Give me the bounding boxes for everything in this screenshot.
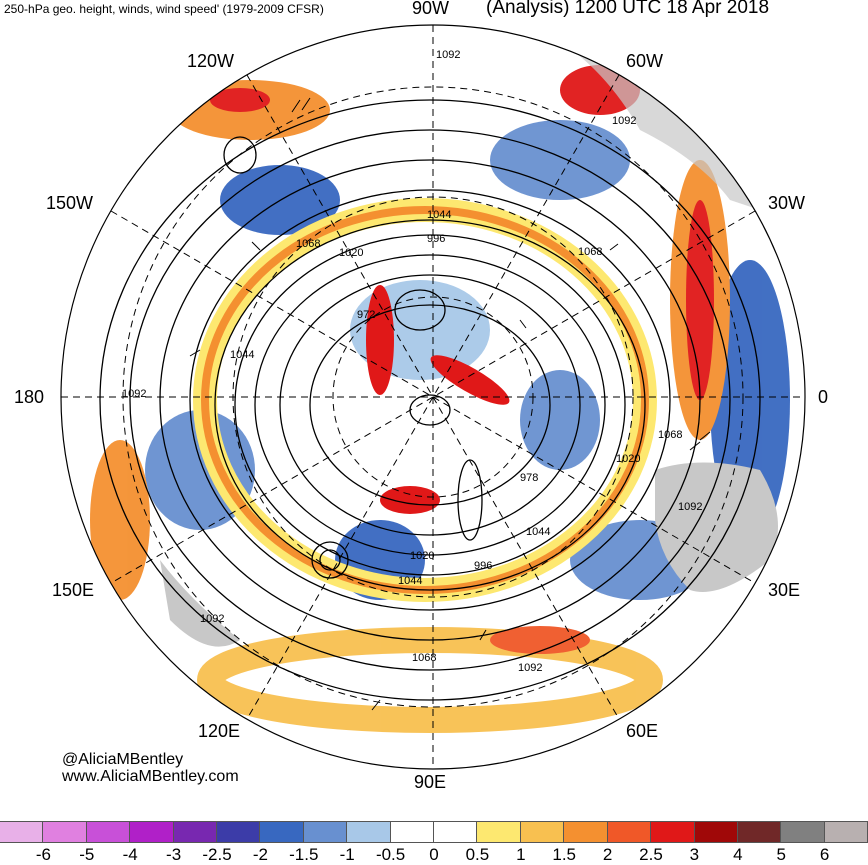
contour-label: 1044 [526, 526, 550, 538]
colorbar-swatch [42, 821, 87, 843]
contour-label: 1068 [296, 238, 320, 250]
wind-barbs [189, 97, 711, 711]
colorbar-tick-label: 0 [429, 845, 439, 864]
contour-label: 1020 [339, 247, 363, 259]
height-contours [99, 99, 761, 701]
contour-label: 1044 [230, 349, 254, 361]
lon-label-90e: 90E [414, 772, 447, 792]
contour-label: 1068 [658, 429, 682, 441]
colorbar-tick-label: 0.5 [465, 845, 490, 864]
lon-label-150e: 150E [52, 580, 95, 600]
contour-label: 972 [357, 309, 375, 321]
contour-label: 996 [427, 233, 445, 245]
colorbar-tick-label: 4 [733, 845, 743, 864]
map-border [60, 24, 806, 770]
chart-subtitle: 250-hPa geo. height, winds, wind speed' … [4, 2, 324, 16]
colorbar-tick-label: 3 [689, 845, 700, 864]
website-link: www.AliciaMBentley.com [62, 768, 239, 785]
twitter-handle: @AliciaMBentley [62, 751, 184, 768]
colorbar-swatch [0, 821, 44, 843]
contour-label: 1044 [398, 575, 422, 587]
contour-label: 978 [520, 472, 538, 484]
colorbar-swatch [563, 821, 608, 843]
lon-label-90w: 90W [412, 0, 450, 18]
colorbar-swatch [780, 821, 825, 843]
colorbar-boxes [0, 821, 868, 843]
colorbar-swatch [129, 821, 174, 843]
colorbar-tick-label: 2 [602, 845, 613, 864]
colorbar-swatch [476, 821, 521, 843]
colorbar-tick-label: -5 [79, 845, 95, 864]
lon-label-120e: 120E [198, 721, 241, 741]
colorbar-swatch [606, 821, 652, 843]
contour-label: 1092 [436, 49, 460, 61]
colorbar-tick-label: -6 [35, 845, 51, 864]
colorbar-swatch [823, 821, 868, 843]
contour-label: 1068 [412, 652, 436, 664]
colorbar-tick-label: -0.5 [375, 845, 406, 864]
lon-label-0: 0 [818, 387, 829, 407]
colorbar-tick-label: -1 [339, 845, 355, 864]
colorbar-tick-label: 6 [819, 845, 830, 864]
colorbar-swatch [172, 821, 218, 843]
colorbar-tick-label: -2 [252, 845, 268, 864]
contour-label: 1092 [518, 662, 542, 674]
contour-label: 1020 [410, 550, 434, 562]
lon-label-30w: 30W [768, 193, 806, 213]
colorbar-swatch [433, 821, 478, 843]
colorbar-tick-label: -1.5 [289, 845, 319, 864]
lon-label-30e: 30E [768, 580, 801, 600]
colorbar-swatch [85, 821, 131, 843]
contour-label: 1092 [678, 501, 702, 513]
colorbar-swatch [389, 821, 435, 843]
colorbar-swatch [519, 821, 565, 843]
lon-label-120w: 120W [187, 51, 235, 71]
contour-label: 1044 [427, 209, 451, 221]
polar-map: 1092 1092 1044 996 1068 1020 972 1044 10… [60, 24, 806, 770]
chart-title: (Analysis) 1200 UTC 18 Apr 2018 [486, 0, 770, 18]
colorbar-swatch [259, 821, 304, 843]
colorbar-swatch [216, 821, 261, 843]
colorbar-tick-label: 1 [516, 845, 526, 864]
contour-value-labels: 1092 1092 1044 996 1068 1020 972 1044 10… [122, 49, 702, 674]
colorbar-swatch [346, 821, 391, 843]
colorbar-tick-label: -4 [122, 845, 138, 864]
colorbar: -6 -5 -4 -3 -2.5 -2 -1.5 -1 -0.5 0 0.5 1 1.5 2 2.5 3 4 5 6 [0, 821, 868, 865]
colorbar-tick-label: -2.5 [202, 845, 232, 864]
colorbar-swatch [650, 821, 695, 843]
colorbar-swatch [736, 821, 782, 843]
lon-label-60w: 60W [626, 51, 664, 71]
colorbar-swatch [693, 821, 738, 843]
contour-label: 1020 [616, 453, 640, 465]
contour-label: 996 [474, 560, 492, 572]
colorbar-tick-label: 5 [776, 845, 786, 864]
lon-label-150w: 150W [46, 193, 94, 213]
lon-label-60e: 60E [626, 721, 659, 741]
contour-label: 1092 [122, 388, 146, 400]
lon-label-180: 180 [14, 387, 45, 407]
contour-label: 1092 [200, 613, 224, 625]
colorbar-swatch [302, 821, 348, 843]
graticule [61, 25, 805, 769]
colorbar-tick-label: 1.5 [552, 845, 577, 864]
contour-label: 1068 [578, 246, 602, 258]
credits: @AliciaMBentley www.AliciaMBentley.com [62, 751, 239, 785]
colorbar-tick-label: 2.5 [639, 845, 663, 864]
contour-label: 1092 [612, 115, 636, 127]
colorbar-tick-label: -3 [166, 845, 182, 864]
